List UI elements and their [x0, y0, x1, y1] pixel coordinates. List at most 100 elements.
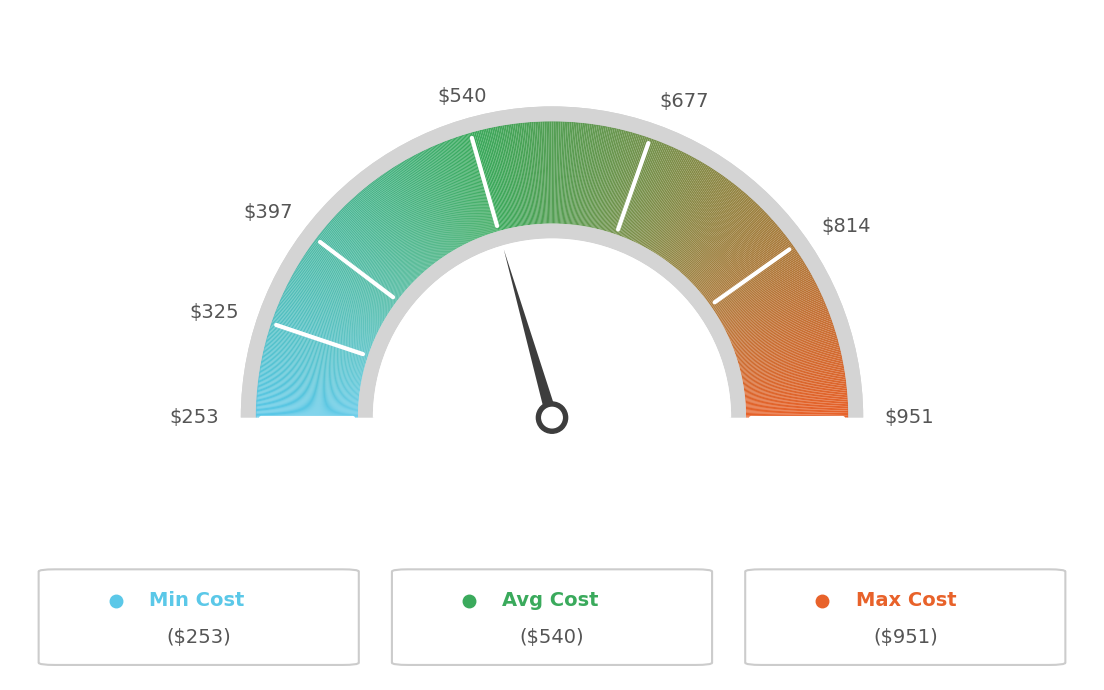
- Wedge shape: [332, 217, 408, 287]
- Wedge shape: [520, 123, 532, 225]
- Wedge shape: [745, 395, 848, 404]
- Wedge shape: [454, 138, 488, 235]
- Wedge shape: [404, 161, 456, 250]
- Wedge shape: [278, 302, 373, 343]
- Wedge shape: [257, 388, 359, 400]
- Wedge shape: [355, 195, 424, 272]
- Wedge shape: [737, 329, 836, 361]
- Wedge shape: [524, 122, 535, 224]
- Wedge shape: [684, 201, 755, 277]
- Wedge shape: [734, 314, 830, 351]
- Wedge shape: [601, 130, 627, 230]
- Wedge shape: [351, 199, 422, 275]
- Wedge shape: [592, 128, 615, 228]
- Text: $951: $951: [884, 408, 934, 427]
- Wedge shape: [331, 219, 407, 288]
- Wedge shape: [259, 369, 361, 387]
- Wedge shape: [732, 308, 828, 348]
- Wedge shape: [741, 349, 840, 374]
- Wedge shape: [263, 353, 363, 376]
- Wedge shape: [280, 299, 374, 340]
- Wedge shape: [427, 148, 471, 242]
- Wedge shape: [288, 282, 380, 330]
- Wedge shape: [258, 377, 360, 392]
- Wedge shape: [273, 316, 370, 352]
- Wedge shape: [325, 226, 404, 293]
- Wedge shape: [745, 401, 848, 408]
- Wedge shape: [347, 203, 418, 278]
- Wedge shape: [270, 322, 369, 356]
- Wedge shape: [508, 124, 524, 226]
- Wedge shape: [318, 234, 400, 298]
- Wedge shape: [261, 361, 362, 381]
- Text: $253: $253: [170, 408, 220, 427]
- Wedge shape: [302, 257, 389, 313]
- Wedge shape: [259, 371, 361, 388]
- Wedge shape: [256, 411, 358, 414]
- Wedge shape: [558, 121, 563, 224]
- Wedge shape: [416, 154, 464, 245]
- Wedge shape: [647, 159, 699, 249]
- Wedge shape: [264, 346, 364, 371]
- Wedge shape: [742, 359, 843, 381]
- FancyBboxPatch shape: [392, 569, 712, 665]
- Wedge shape: [272, 320, 369, 355]
- Wedge shape: [307, 250, 392, 309]
- Wedge shape: [719, 266, 808, 319]
- Wedge shape: [744, 372, 846, 389]
- Wedge shape: [702, 230, 783, 296]
- Wedge shape: [745, 394, 848, 403]
- Wedge shape: [355, 195, 424, 273]
- Wedge shape: [265, 342, 364, 369]
- Wedge shape: [256, 397, 359, 405]
- Wedge shape: [262, 355, 362, 378]
- Wedge shape: [616, 138, 651, 235]
- Wedge shape: [728, 290, 820, 335]
- Wedge shape: [461, 135, 493, 233]
- Wedge shape: [339, 210, 413, 282]
- Wedge shape: [440, 143, 479, 238]
- Wedge shape: [298, 264, 386, 318]
- Wedge shape: [629, 146, 672, 240]
- Wedge shape: [643, 155, 692, 246]
- Polygon shape: [503, 249, 558, 420]
- Wedge shape: [651, 163, 704, 251]
- Wedge shape: [257, 384, 359, 397]
- Wedge shape: [743, 365, 843, 384]
- Wedge shape: [745, 400, 848, 407]
- Wedge shape: [559, 121, 564, 224]
- Wedge shape: [519, 123, 531, 225]
- Wedge shape: [690, 208, 763, 282]
- Wedge shape: [675, 188, 741, 268]
- Wedge shape: [743, 366, 845, 386]
- Wedge shape: [634, 149, 679, 242]
- Wedge shape: [615, 137, 650, 235]
- Wedge shape: [259, 372, 360, 388]
- Wedge shape: [291, 276, 382, 326]
- Wedge shape: [460, 135, 493, 233]
- Wedge shape: [627, 144, 669, 239]
- Wedge shape: [431, 146, 474, 241]
- Wedge shape: [343, 206, 416, 279]
- Wedge shape: [374, 180, 436, 263]
- Wedge shape: [477, 130, 505, 230]
- Wedge shape: [660, 171, 719, 257]
- Wedge shape: [635, 150, 680, 243]
- Wedge shape: [256, 406, 358, 411]
- Wedge shape: [368, 185, 432, 266]
- Wedge shape: [729, 295, 822, 339]
- Wedge shape: [264, 348, 363, 373]
- Wedge shape: [327, 224, 405, 291]
- Wedge shape: [262, 359, 362, 380]
- Wedge shape: [266, 337, 365, 366]
- Wedge shape: [299, 262, 386, 317]
- Wedge shape: [743, 371, 845, 388]
- Wedge shape: [713, 253, 799, 310]
- Wedge shape: [297, 266, 385, 319]
- Text: $677: $677: [659, 92, 709, 111]
- Wedge shape: [335, 216, 410, 286]
- Wedge shape: [453, 138, 488, 235]
- Wedge shape: [744, 376, 846, 391]
- Wedge shape: [346, 204, 417, 278]
- Wedge shape: [651, 164, 707, 252]
